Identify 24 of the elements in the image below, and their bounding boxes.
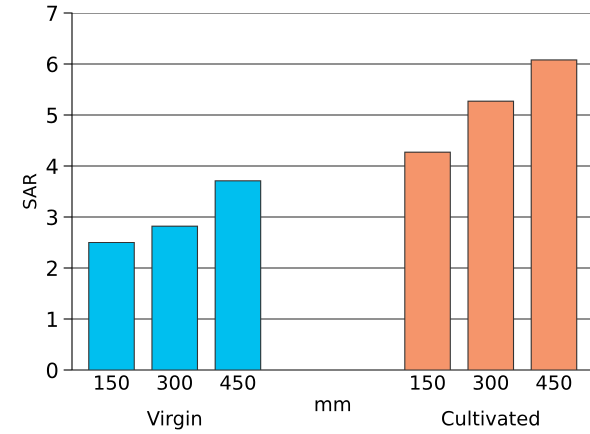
y-tick-label: 3 <box>47 209 58 226</box>
y-tick-label: 2 <box>47 260 57 276</box>
x-tick-label: 150 <box>411 375 445 390</box>
y-tick-label: 7 <box>47 6 58 21</box>
x-tick-label: 150 <box>95 375 129 390</box>
bar <box>88 242 135 370</box>
text: Virgin <box>146 410 202 430</box>
y-axis-title: SAR <box>22 174 36 209</box>
y-tick-label: 6 <box>47 56 58 72</box>
bar <box>530 59 578 370</box>
bar <box>467 100 514 370</box>
text: Cultivated <box>442 410 539 426</box>
y-tick-label: 5 <box>47 108 57 124</box>
y-tick-label: 0 <box>46 362 58 378</box>
bar <box>214 180 262 370</box>
text: mm <box>316 400 350 412</box>
y-tick-label: 1 <box>48 312 57 327</box>
bar <box>404 152 451 370</box>
x-tick-label: 450 <box>536 375 572 390</box>
bar <box>151 226 198 370</box>
x-tick-label: 300 <box>474 375 508 390</box>
x-tick-label: 300 <box>158 375 192 390</box>
x-tick-label: 450 <box>220 375 256 390</box>
y-tick-label: 4 <box>46 158 58 174</box>
